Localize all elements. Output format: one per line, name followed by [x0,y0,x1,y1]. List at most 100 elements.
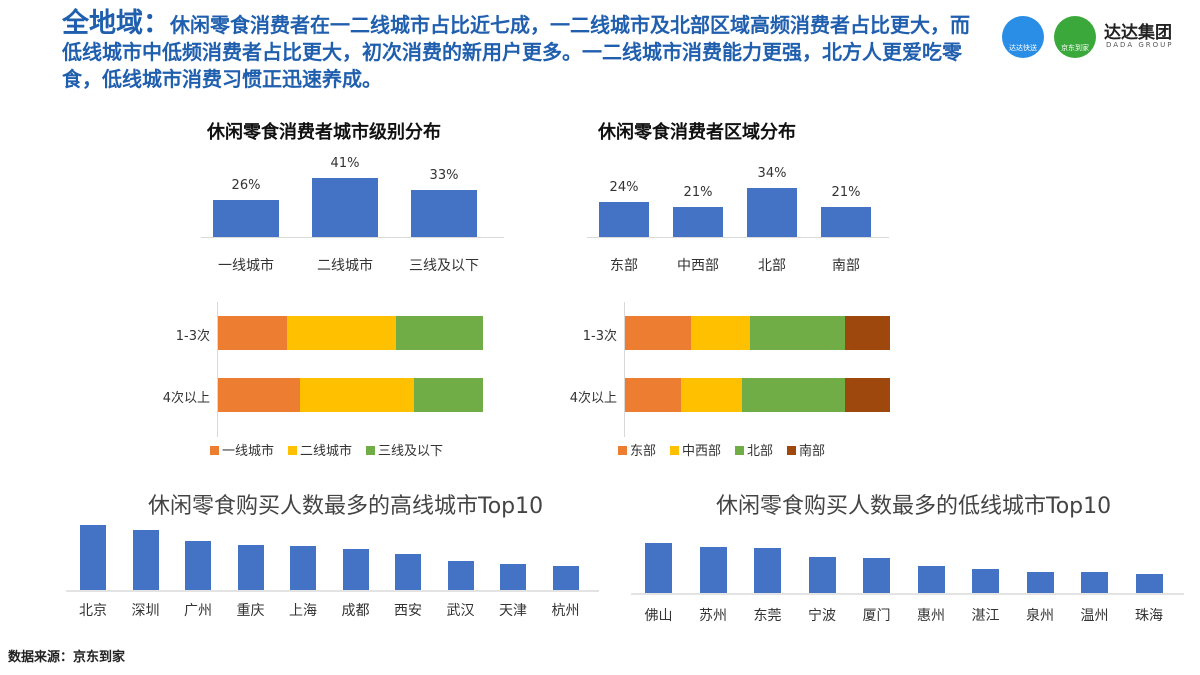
bar [132,530,159,590]
stacked-segment [300,378,415,412]
group-en: DADA GROUP [1106,41,1174,49]
bar [290,546,316,590]
stacked-segment [218,378,301,412]
chart-title: 休闲零食购买人数最多的低线城市Top10 [716,494,1112,519]
legend-item: 三线及以下 [366,440,443,459]
x-tick-label: 宁波 [808,608,836,624]
legend-item: 一线城市 [210,440,274,459]
bar [552,566,579,590]
bar [237,545,264,590]
data-label: 21% [831,184,861,200]
stacked-segment [741,378,845,412]
x-tick-label: 惠州 [917,608,945,624]
bar [808,557,836,593]
x-tick-label: 东部 [610,258,638,274]
legend-item: 二线城市 [288,440,352,459]
headline-lead: 全地域： [62,8,170,39]
bar [185,541,211,590]
x-tick-label: 温州 [1080,608,1109,624]
bar [917,566,945,593]
x-tick-label: 重庆 [236,603,265,619]
y-tick-label: 1-3次 [582,329,617,344]
stacked-segment [625,316,692,350]
x-tick-label: 三线及以下 [409,258,479,274]
x-tick-label: 深圳 [131,603,160,619]
legend-swatch [787,446,797,455]
x-tick-label: 泉州 [1026,608,1054,624]
jddj-logo: 京东到家 [1054,16,1096,58]
bar [645,543,672,593]
bar [599,202,649,237]
bar [500,564,526,590]
x-tick-label: 苏州 [699,608,727,624]
data-label: 26% [231,177,261,193]
stacked-segment [749,316,845,350]
x-tick-label: 北京 [79,603,107,619]
stacked-segment [844,316,890,350]
headline-text: 休闲零食消费者在一二线城市占比近七成，一二线城市及北部区域高频消费者占比更大，而… [62,13,970,91]
x-tick-label: 广州 [184,603,212,619]
x-tick-label: 厦门 [862,608,891,624]
bar [411,189,477,237]
bar [395,554,421,590]
x-tick-label: 二线城市 [317,258,373,274]
stacked-segment [286,316,396,350]
x-axis [66,590,599,592]
data-label: 41% [330,156,360,171]
x-axis [631,593,1184,595]
data-label: 33% [429,167,459,183]
x-tick-label: 东莞 [753,608,782,624]
dada-logo: 达达快送 [1002,16,1044,58]
stacked-segment [691,316,750,350]
stacked-segment [844,378,890,412]
x-axis [587,237,889,238]
legend-swatch [210,446,219,455]
bar [754,548,781,593]
jddj-logo-label: 京东到家 [1061,44,1089,52]
legend-item: 中西部 [670,440,721,459]
headline: 全地域：休闲零食消费者在一二线城市占比近七成，一二线城市及北部区域高频消费者占比… [62,10,982,93]
y-axis [217,302,218,437]
x-axis [201,237,504,238]
data-label: 21% [683,184,713,200]
legend: 一线城市 二线城市 三线及以下 [210,440,443,459]
stacked-segment [625,378,681,412]
x-tick-label: 一线城市 [218,258,274,274]
x-tick-label: 南部 [832,258,860,274]
legend-swatch [618,446,627,455]
bar [863,558,890,593]
bar [447,561,474,590]
bar [1026,572,1054,593]
x-tick-label: 中西部 [677,258,719,274]
x-tick-label: 西安 [394,603,422,619]
bar [673,206,723,237]
bar [747,188,797,237]
legend-swatch [670,446,680,455]
x-tick-label: 武汉 [446,603,475,619]
x-tick-label: 湛江 [971,608,1000,624]
bar [821,206,871,237]
bar [80,525,106,590]
dada-logo-label: 达达快送 [1009,44,1037,52]
bar [342,549,369,590]
x-tick-label: 天津 [499,603,527,619]
stacked-segment [414,378,483,412]
group-name: 达达集团 [1104,23,1172,43]
stacked-segment [680,378,742,412]
y-tick-label: 1-3次 [175,329,210,344]
x-tick-label: 成都 [341,603,370,619]
y-tick-label: 4次以上 [569,391,617,406]
chart-title: 休闲零食消费者城市级别分布 [207,122,441,143]
x-tick-label: 北部 [758,258,786,274]
chart-title: 休闲零食消费者区域分布 [598,122,796,143]
data-label: 34% [757,166,787,182]
x-tick-label: 佛山 [644,608,673,624]
bar [1135,574,1163,593]
bar [699,547,727,593]
bar [972,569,999,593]
chart-title: 休闲零食购买人数最多的高线城市Top10 [148,494,544,519]
x-tick-label: 上海 [289,603,317,619]
legend-item: 北部 [735,440,773,459]
data-source: 数据来源：京东到家 [8,650,126,665]
legend-swatch [288,446,298,455]
